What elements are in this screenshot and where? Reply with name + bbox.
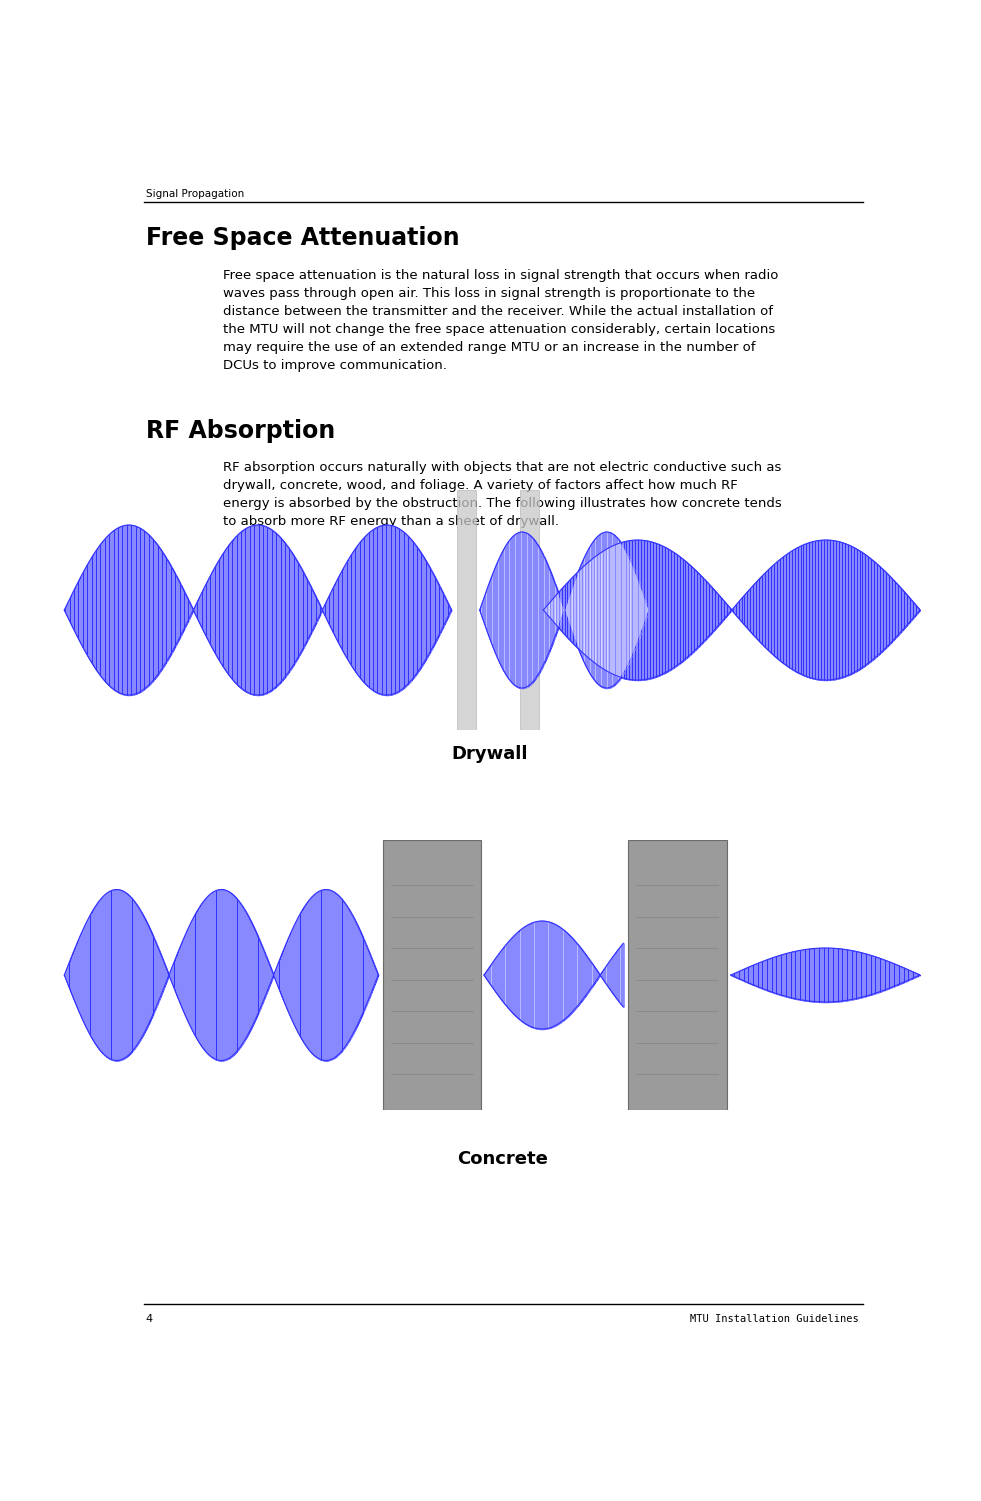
Text: Signal Propagation: Signal Propagation xyxy=(146,189,244,200)
Text: MTU Installation Guidelines: MTU Installation Guidelines xyxy=(690,1313,859,1324)
Bar xyxy=(383,841,482,1111)
Text: Free space attenuation is the natural loss in signal strength that occurs when r: Free space attenuation is the natural lo… xyxy=(224,269,779,372)
Text: Free Space Attenuation: Free Space Attenuation xyxy=(146,227,459,251)
Text: Drywall: Drywall xyxy=(451,744,528,763)
Text: RF Absorption: RF Absorption xyxy=(146,419,336,443)
Text: Concrete: Concrete xyxy=(457,1150,548,1168)
Bar xyxy=(457,489,476,729)
Bar xyxy=(628,841,727,1111)
Text: RF absorption occurs naturally with objects that are not electric conductive suc: RF absorption occurs naturally with obje… xyxy=(224,461,782,528)
Bar xyxy=(520,489,539,729)
Text: 4: 4 xyxy=(146,1313,153,1324)
